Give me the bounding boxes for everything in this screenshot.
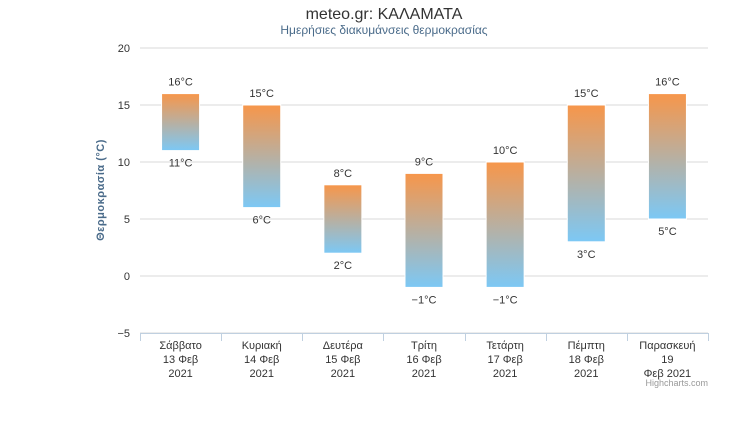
x-tick-label: Τετάρτη xyxy=(486,340,524,352)
low-temp-label: 5°C xyxy=(658,226,677,238)
chart-subtitle: Ημερήσιες διακυμάνσεις θερμοκρασίας xyxy=(280,23,487,37)
x-axis-ticks: Σάββατο 13 Φεβ 2021 Κυριακή 14 Φεβ 2021 Δευτέρ… xyxy=(159,340,695,380)
low-temp-label: −1°C xyxy=(412,294,437,306)
x-tick-label: 2021 xyxy=(493,368,517,380)
y-tick-label: 10 xyxy=(118,157,130,169)
temperature-bar[interactable] xyxy=(485,161,525,288)
credits-link[interactable]: Highcharts.com xyxy=(645,378,708,388)
x-tick-label: 14 Φεβ xyxy=(244,354,279,366)
high-temp-label: 16°C xyxy=(655,77,680,89)
y-axis-ticks: 20 15 10 5 0 −5 xyxy=(117,43,130,340)
temperature-bar[interactable] xyxy=(323,184,363,254)
x-tick-label: 2021 xyxy=(412,368,436,380)
low-temp-label: 2°C xyxy=(334,260,353,272)
high-temp-label: 15°C xyxy=(249,88,274,100)
y-tick-label: 20 xyxy=(118,43,130,55)
x-tick-label: 2021 xyxy=(249,368,273,380)
x-tick-label: 16 Φεβ xyxy=(406,354,441,366)
temperature-bar[interactable] xyxy=(242,104,282,209)
y-tick-label: 0 xyxy=(124,271,130,283)
data-labels: 16°C 11°C 15°C 6°C 8°C 2°C 9°C −1°C 10°C −1°C 15°C… xyxy=(168,77,679,307)
x-tick-label: Πέμπτη xyxy=(568,340,605,352)
low-temp-label: −1°C xyxy=(493,294,518,306)
y-tick-label: 15 xyxy=(118,100,130,112)
y-tick-label: 5 xyxy=(124,214,130,226)
high-temp-label: 9°C xyxy=(415,156,434,168)
temperature-bar[interactable] xyxy=(404,172,444,288)
x-tick-label: 2021 xyxy=(168,368,192,380)
chart-title: meteo.gr: ΚΑΛΑΜΑΤΑ xyxy=(306,6,463,23)
x-tick-label: Δευτέρα xyxy=(323,340,364,352)
high-temp-label: 15°C xyxy=(574,88,599,100)
x-tick-label: 2021 xyxy=(574,368,598,380)
low-temp-label: 11°C xyxy=(169,158,193,170)
x-tick-label: Σάββατο xyxy=(159,340,201,352)
temperature-bar[interactable] xyxy=(161,93,201,152)
x-tick-label: Τρίτη xyxy=(411,340,437,352)
x-tick-label: 2021 xyxy=(331,368,355,380)
y-tick-label: −5 xyxy=(117,328,130,340)
x-tick-label: 13 Φεβ xyxy=(163,354,198,366)
x-tick-label: 19 xyxy=(661,354,673,366)
x-tick-label: 18 Φεβ xyxy=(569,354,604,366)
high-temp-label: 8°C xyxy=(334,168,353,180)
high-temp-label: 10°C xyxy=(493,145,518,157)
low-temp-label: 6°C xyxy=(252,215,271,227)
temperature-bars xyxy=(161,93,687,288)
temperature-bar[interactable] xyxy=(566,104,606,243)
x-tick-label: 15 Φεβ xyxy=(325,354,360,366)
x-tick-label: 17 Φεβ xyxy=(487,354,522,366)
x-tick-label: Παρασκευή xyxy=(639,340,695,352)
y-axis-label: Θερμοκρασία (°C) xyxy=(95,139,107,241)
temperature-bar[interactable] xyxy=(647,93,687,220)
low-temp-label: 3°C xyxy=(577,249,596,261)
x-tick-label: Κυριακή xyxy=(242,340,282,352)
x-axis xyxy=(140,333,709,341)
x-tick-label: Φεβ 2021 xyxy=(644,368,692,380)
high-temp-label: 16°C xyxy=(168,77,193,89)
